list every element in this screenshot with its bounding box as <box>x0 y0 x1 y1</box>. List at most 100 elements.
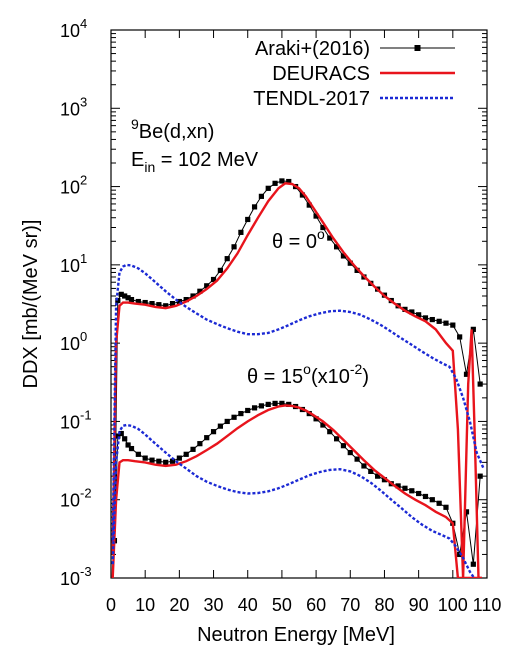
data-point <box>258 193 264 199</box>
y-tick-label: 10-1 <box>60 407 92 432</box>
data-point <box>470 561 476 567</box>
data-point <box>279 178 285 184</box>
y-tick-label: 102 <box>60 173 87 198</box>
data-point <box>197 288 203 294</box>
data-point <box>125 442 131 448</box>
data-point <box>429 316 435 323</box>
data-point <box>402 485 408 491</box>
y-tick-label: 101 <box>60 251 87 276</box>
reaction-label: Be(d,xn) <box>139 121 215 143</box>
data-point <box>334 436 340 442</box>
data-point <box>231 244 237 250</box>
theta15-factor: (x10 <box>311 366 350 388</box>
data-point <box>313 416 319 422</box>
svg-text:9Be(d,xn): 9Be(d,xn) <box>131 116 214 143</box>
plot-area-frame <box>110 29 488 579</box>
data-point <box>197 441 203 447</box>
theta0-annotation: θ = 0o <box>272 226 325 253</box>
data-point <box>251 204 258 210</box>
axis-ticks <box>110 29 488 579</box>
data-point <box>156 302 162 308</box>
deuracs-curve-15deg <box>111 404 482 578</box>
x-tick-label: 90 <box>409 595 429 615</box>
x-tick-labels: 0 10 20 30 40 50 60 70 80 90 100 110 <box>106 595 501 615</box>
data-point <box>327 235 333 241</box>
data-point <box>258 403 264 409</box>
data-point <box>477 473 483 479</box>
x-tick-label: 60 <box>306 595 326 615</box>
reaction-mass-number: 9 <box>131 116 139 132</box>
data-point <box>443 504 449 510</box>
data-point <box>210 429 217 435</box>
energy-subscript: in <box>144 159 155 175</box>
y-tick-label: 100 <box>60 329 87 354</box>
theta15-factor-close: ) <box>362 366 369 388</box>
data-point <box>306 202 312 208</box>
x-tick-label: 80 <box>374 595 394 615</box>
x-tick-label: 20 <box>169 595 189 615</box>
araki-2016-line-15deg <box>113 402 481 565</box>
data-point <box>204 283 210 289</box>
data-point <box>313 213 319 219</box>
data-point <box>169 300 176 307</box>
data-point <box>210 276 217 283</box>
data-point <box>368 468 374 474</box>
data-point <box>340 253 347 259</box>
energy-symbol: E <box>131 149 144 171</box>
legend-swatch-marker <box>414 45 421 51</box>
data-point <box>327 429 333 435</box>
energy-value: = 102 MeV <box>155 149 259 171</box>
data-point <box>142 299 148 306</box>
theta0-label: θ = 0 <box>272 231 317 253</box>
data-point <box>463 509 470 515</box>
data-point <box>272 180 278 186</box>
y-tick-label: 103 <box>60 94 87 119</box>
data-point <box>409 309 415 315</box>
data-point <box>245 407 251 414</box>
data-point <box>217 423 223 429</box>
data-point <box>436 500 442 506</box>
data-point <box>149 457 155 463</box>
data-point <box>265 185 271 191</box>
theta15-label: θ = 15 <box>247 366 303 388</box>
reaction-annotation: 9Be(d,xn) Ein = 102 MeV <box>131 116 259 175</box>
data-point <box>299 192 306 198</box>
legend-label: DEURACS <box>272 63 370 85</box>
data-point <box>217 267 223 273</box>
data-point <box>204 435 210 441</box>
legend-label: TENDL-2017 <box>253 88 370 110</box>
data-point <box>176 455 182 461</box>
data-point <box>251 405 258 411</box>
data-point <box>135 451 141 457</box>
data-point <box>340 443 347 449</box>
y-axis-label: DDX [mb/(MeV sr)] <box>20 220 42 389</box>
data-point <box>142 455 148 461</box>
data-point <box>286 401 292 408</box>
data-point <box>450 322 456 328</box>
data-point <box>156 458 162 464</box>
data-point <box>190 293 196 299</box>
x-tick-label: 70 <box>340 595 360 615</box>
data-point <box>457 334 463 340</box>
data-point <box>231 414 237 420</box>
data-point <box>409 488 415 494</box>
data-point <box>354 456 360 462</box>
svg-text:θ = 0o: θ = 0o <box>272 226 325 253</box>
data-point <box>118 430 124 437</box>
data-point <box>183 296 189 303</box>
y-tick-label: 10-2 <box>60 486 92 511</box>
data-point <box>169 458 176 464</box>
x-tick-label: 40 <box>238 595 258 615</box>
data-point <box>224 256 230 262</box>
data-point <box>183 451 189 457</box>
x-tick-label: 10 <box>135 595 155 615</box>
y-tick-labels: 10-3 10-2 10-1 100 101 102 103 104 <box>60 16 92 589</box>
data-point <box>477 381 483 387</box>
data-point <box>443 320 449 326</box>
tendl-2017-curve-15deg <box>111 423 476 578</box>
x-tick-label: 0 <box>106 595 116 615</box>
data-point <box>334 244 340 250</box>
data-point <box>429 497 435 503</box>
theta0-degree: o <box>317 226 325 242</box>
